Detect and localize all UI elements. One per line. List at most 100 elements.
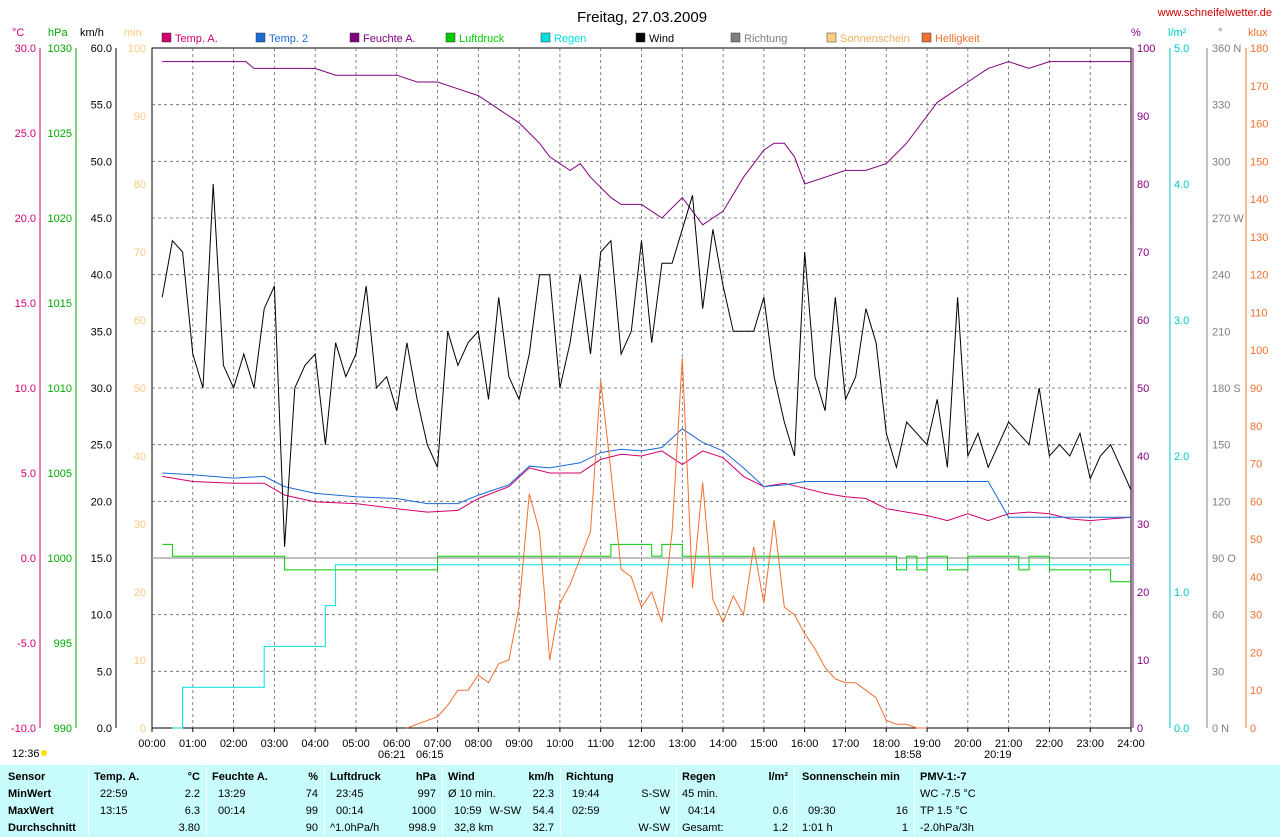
- regen-tick: 4.0: [1174, 179, 1189, 191]
- richtung-tick: 300: [1212, 156, 1230, 168]
- min-tick: 80: [134, 179, 146, 191]
- legend-swatch: [540, 32, 551, 43]
- legend-label: Wind: [649, 33, 674, 45]
- temp-min: 22:59 2.2: [100, 788, 200, 800]
- sunset-label: 18:58: [894, 749, 922, 761]
- stats-luftdruck-col: Luftdruck hPa 23:45 997 00:14 1000 ^1.0hPa/…: [330, 769, 440, 835]
- temp-tick: 5.0: [21, 468, 36, 480]
- legend-label: Temp. 2: [269, 33, 308, 45]
- pmv-header: PMV-1:-7: [920, 771, 967, 783]
- richtung-unit-label: °: [1218, 27, 1222, 39]
- sun-markers: 12:36 06:21 06:15 18:58 20:19: [12, 748, 1012, 761]
- kmh-tick: 55.0: [91, 100, 112, 112]
- series-wind: [161, 183, 1132, 547]
- helligkeit-tick: 40: [1250, 572, 1262, 584]
- x-tick-label: 16:00: [791, 738, 819, 750]
- x-tick-label: 03:00: [261, 738, 289, 750]
- min-tick: 10: [134, 655, 146, 667]
- legend-label: Richtung: [744, 33, 787, 45]
- hpa-unit-label: hPa: [48, 27, 68, 39]
- helligkeit-tick: 90: [1250, 383, 1262, 395]
- sonnenschein-header: Sonnenschein min: [802, 771, 900, 783]
- feuchte-tick: 90: [1137, 111, 1149, 123]
- kmh-tick: 0.0: [97, 723, 112, 735]
- kmh-tick: 25.0: [91, 440, 112, 452]
- helligkeit-tick: 140: [1250, 194, 1268, 206]
- min-tick: 100: [128, 43, 146, 55]
- hpa-tick: 1025: [48, 128, 72, 140]
- temp-tick: -10.0: [11, 723, 36, 735]
- feuchte-tick: 80: [1137, 179, 1149, 191]
- legend-swatch: [826, 32, 837, 43]
- richtung-header: Richtung: [566, 771, 614, 783]
- temp-tick: 0.0: [21, 553, 36, 565]
- regen-total: Gesamt: 1.2: [682, 822, 788, 834]
- sun-icon: [41, 750, 47, 756]
- stats-panel: Sensor MinWert MaxWert Durchschnitt Temp…: [0, 765, 1280, 837]
- website-label[interactable]: www.schneifelwetter.de: [1157, 7, 1272, 19]
- pmv-trend: -2.0hPa/3h: [920, 822, 974, 834]
- legend-swatch: [921, 32, 932, 43]
- axis-units: °C hPa km/h min% l/m² ° klux: [12, 27, 1268, 39]
- kmh-tick: 45.0: [91, 213, 112, 225]
- stats-sensor-col: Sensor MinWert MaxWert Durchschnitt: [8, 769, 88, 835]
- legend-label: Sonnenschein: [840, 33, 910, 45]
- sensor-header: Sensor: [8, 771, 46, 783]
- x-tick-label: 11:00: [587, 738, 614, 750]
- hpa-tick: 1010: [48, 383, 72, 395]
- min-tick: 50: [134, 383, 146, 395]
- temp-tick: 30.0: [15, 43, 36, 55]
- helligkeit-tick: 130: [1250, 232, 1268, 244]
- legend-swatch: [161, 32, 172, 43]
- pmv-tp: TP 1.5 °C: [920, 805, 968, 817]
- x-tick-label: 13:00: [669, 738, 697, 750]
- regen-tick: 0.0: [1174, 723, 1189, 735]
- temp-header: Temp. A. °C: [94, 771, 200, 783]
- luftdruck-min: 23:45 997: [336, 788, 436, 800]
- series-regen: [172, 564, 1131, 729]
- x-tick-label: 22:00: [1036, 738, 1064, 750]
- luftdruck-avg: ^1.0hPa/h 998.9: [330, 822, 436, 834]
- richtung-tick: 0 N: [1212, 723, 1229, 735]
- row-label-max: MaxWert: [8, 805, 54, 817]
- stats-richtung-col: Richtung 19:44 S-SW 02:59 W W-SW: [566, 769, 674, 835]
- richtung-tick: 330: [1212, 100, 1230, 112]
- helligkeit-tick: 180: [1250, 43, 1268, 55]
- helligkeit-unit-label: klux: [1248, 27, 1268, 39]
- stats-pmv-col: PMV-1:-7 WC -7.5 °C TP 1.5 °C -2.0hPa/3h: [920, 769, 1040, 835]
- grid: [151, 47, 1132, 729]
- regen-tick: 1.0: [1174, 587, 1189, 599]
- helligkeit-tick: 110: [1250, 307, 1268, 319]
- x-tick-label: 23:00: [1076, 738, 1104, 750]
- feuchte-tick: 30: [1137, 519, 1149, 531]
- regen-tick: 3.0: [1174, 315, 1189, 327]
- wind-max: 10:59 W-SW 54.4: [454, 805, 554, 817]
- min-tick: 90: [134, 111, 146, 123]
- kmh-unit-label: km/h: [80, 27, 104, 39]
- min-tick: 0: [140, 723, 146, 735]
- feuchte-tick: 40: [1137, 451, 1149, 463]
- helligkeit-tick: 20: [1250, 647, 1262, 659]
- luftdruck-max: 00:14 1000: [336, 805, 436, 817]
- temp-unit-label: °C: [12, 27, 24, 39]
- helligkeit-tick: 160: [1250, 119, 1268, 131]
- feuchte-tick: 20: [1137, 587, 1149, 599]
- series-feuchte-a-: [162, 61, 1131, 226]
- stats-regen-col: Regen l/m² 45 min. 04:14 0.6 Gesamt: 1.2: [682, 769, 792, 835]
- x-tick-label: 21:00: [995, 738, 1023, 750]
- richtung-avg: W-SW: [638, 822, 670, 834]
- min-unit-label: min: [124, 27, 142, 39]
- hpa-tick: 990: [54, 723, 72, 735]
- feuchte-header: Feuchte A.%: [212, 771, 318, 783]
- sunrise-alt-label: 06:15: [416, 749, 444, 761]
- helligkeit-tick: 70: [1250, 459, 1262, 471]
- feuchte-tick: 70: [1137, 247, 1149, 259]
- x-tick-label: 09:00: [505, 738, 533, 750]
- temp-avg: 3.80: [178, 822, 200, 834]
- x-tick-label: 00:00: [138, 738, 166, 750]
- kmh-tick: 35.0: [91, 326, 112, 338]
- temp-tick: 20.0: [15, 213, 36, 225]
- wind-avg: 32,8 km 32.7: [454, 822, 554, 834]
- series-temp-a-: [162, 450, 1132, 522]
